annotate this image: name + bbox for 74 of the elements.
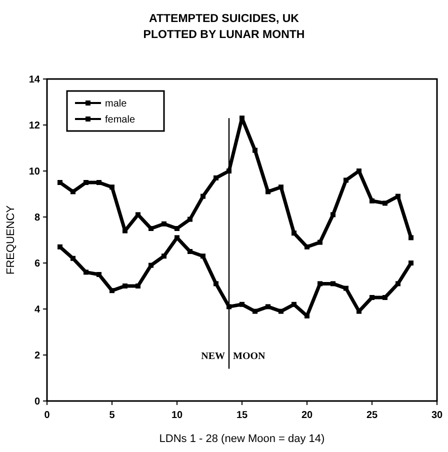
point — [174, 226, 180, 231]
point — [148, 262, 154, 268]
point — [226, 304, 232, 310]
point — [278, 308, 284, 314]
point — [318, 281, 322, 286]
point — [110, 288, 114, 294]
point — [344, 178, 348, 183]
x-tick-label: 5 — [109, 410, 116, 421]
point — [84, 180, 88, 185]
y-tick-label: 4 — [34, 304, 40, 316]
point — [330, 281, 336, 286]
point — [136, 212, 140, 218]
point — [214, 175, 218, 180]
point — [292, 302, 296, 307]
point — [188, 216, 192, 222]
point — [370, 295, 374, 300]
point — [396, 194, 400, 199]
point — [278, 184, 284, 190]
legend-label: male — [105, 98, 128, 110]
point — [200, 254, 206, 259]
point — [318, 240, 322, 245]
point — [96, 180, 102, 185]
x-tick-label: 0 — [44, 410, 50, 421]
point — [70, 189, 76, 194]
point — [370, 198, 374, 204]
point — [252, 148, 258, 153]
point — [266, 304, 270, 310]
point — [96, 272, 102, 277]
point — [110, 184, 114, 190]
point — [214, 281, 218, 286]
chart-title: ATTEMPTED SUICIDES, UK — [149, 13, 300, 25]
point — [408, 235, 414, 240]
point — [382, 200, 388, 206]
x-tick-label: 30 — [431, 410, 443, 421]
point — [292, 230, 296, 236]
point — [330, 212, 336, 218]
y-tick-label: 0 — [34, 396, 40, 408]
point — [266, 189, 270, 194]
y-axis-title: FREQUENCY — [5, 204, 17, 275]
point — [162, 221, 166, 226]
point — [396, 281, 400, 286]
point — [252, 308, 258, 314]
point — [344, 286, 348, 291]
point — [408, 260, 414, 266]
point — [122, 284, 128, 288]
point — [70, 256, 76, 261]
y-tick-label: 6 — [34, 258, 40, 270]
point — [304, 244, 310, 250]
y-tick-label: 12 — [28, 120, 40, 132]
x-tick-label: 10 — [171, 410, 183, 421]
x-tick-label: 25 — [366, 410, 378, 421]
point — [188, 249, 192, 254]
point — [240, 302, 244, 307]
point — [122, 228, 128, 234]
point — [240, 116, 244, 121]
point — [84, 270, 88, 275]
point — [58, 244, 62, 250]
y-tick-label: 10 — [28, 166, 40, 178]
x-tick-label: 20 — [301, 410, 313, 421]
point — [226, 168, 232, 174]
x-axis-title: LDNs 1 - 28 (new Moon = day 14) — [159, 433, 325, 445]
point — [382, 295, 388, 300]
ref-line-label: NEW MOON — [201, 351, 266, 362]
y-tick-label: 14 — [28, 74, 40, 86]
legend-label: female — [105, 114, 136, 126]
y-tick-label: 2 — [34, 350, 40, 362]
y-tick-label: 8 — [34, 212, 40, 224]
x-tick-label: 15 — [236, 410, 248, 421]
point — [58, 180, 62, 185]
point — [200, 194, 206, 199]
point — [136, 284, 140, 288]
point — [162, 254, 166, 259]
point — [148, 226, 154, 231]
chart-subtitle: PLOTTED BY LUNAR MONTH — [143, 29, 305, 41]
